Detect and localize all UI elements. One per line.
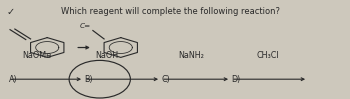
Text: C=: C=: [80, 23, 91, 29]
Text: NaNH₂: NaNH₂: [178, 51, 204, 60]
Text: B): B): [84, 75, 93, 84]
Text: ✓: ✓: [7, 7, 15, 17]
Text: A): A): [9, 75, 18, 84]
Text: NaOH: NaOH: [95, 51, 118, 60]
Text: D): D): [231, 75, 240, 84]
Text: NaOMe: NaOMe: [22, 51, 51, 60]
Text: Which reagent will complete the following reaction?: Which reagent will complete the followin…: [61, 7, 280, 16]
Text: C): C): [161, 75, 170, 84]
Text: CH₃Cl: CH₃Cl: [257, 51, 279, 60]
